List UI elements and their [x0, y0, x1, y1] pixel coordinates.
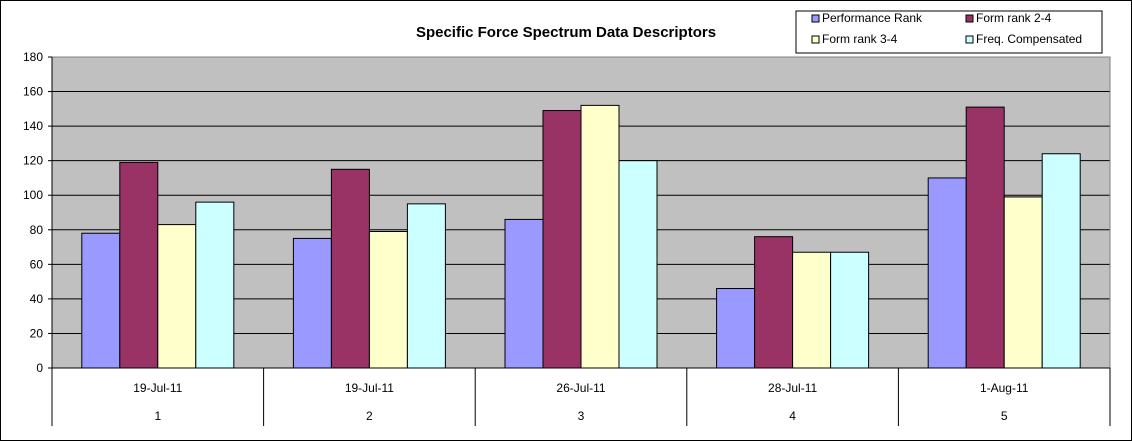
- bar-4-1: [195, 201, 235, 369]
- x-tick-label-index: 3: [578, 409, 585, 423]
- y-tick-label: 40: [30, 292, 44, 306]
- bar-4-3: [618, 160, 658, 369]
- legend-swatch: [965, 14, 974, 23]
- bar-2-2: [330, 168, 370, 369]
- y-tick-label: 120: [23, 154, 43, 168]
- bar-2-1: [119, 161, 159, 369]
- bar-1-5: [927, 177, 967, 369]
- y-tick-label: 60: [30, 257, 44, 271]
- y-tick-label: 0: [36, 361, 43, 375]
- y-tick-label: 180: [23, 50, 43, 64]
- legend-label: Form rank 2-4: [976, 11, 1052, 25]
- bar-1-4: [716, 288, 756, 369]
- x-tick-label-date: 28-Jul-11: [768, 381, 817, 395]
- chart-title: Specific Force Spectrum Data Descriptors: [416, 24, 716, 41]
- x-tick-label-index: 5: [1001, 409, 1008, 423]
- legend-label: Freq. Compensated: [976, 32, 1082, 46]
- y-tick-label: 80: [30, 223, 44, 237]
- bar-3-5: [1003, 196, 1043, 369]
- bar-4-4: [830, 251, 870, 369]
- bar-2-3: [542, 110, 582, 369]
- legend-swatch: [811, 14, 820, 23]
- bar-4-5: [1041, 153, 1081, 369]
- bar-1-2: [292, 237, 332, 369]
- y-tick-label: 100: [23, 188, 43, 202]
- bar-3-2: [368, 231, 408, 369]
- legend-label: Form rank 3-4: [822, 32, 898, 46]
- bar-1-3: [504, 218, 544, 369]
- bar-4-2: [406, 203, 446, 369]
- y-tick-label: 160: [23, 85, 43, 99]
- legend-swatch: [965, 35, 974, 44]
- y-tick-label: 140: [23, 119, 43, 133]
- x-tick-labels: 19-Jul-11 1 19-Jul-11 2 26-Jul-11 3 28-Jul-11 4…: [51, 368, 1111, 426]
- x-tick-label-date: 1-Aug-11: [980, 381, 1029, 395]
- bar-2-5: [965, 106, 1005, 369]
- x-tick-label-index: 1: [154, 409, 161, 423]
- bar-2-4: [754, 236, 794, 369]
- legend-box: [795, 10, 1103, 54]
- y-tick-labels: 0 20 40 60 80 100 120 140 160 180: [23, 50, 52, 375]
- x-tick-label-date: 19-Jul-11: [133, 381, 182, 395]
- legend-label: Performance Rank: [822, 11, 923, 25]
- x-tick-label-index: 4: [789, 409, 796, 423]
- bar-3-1: [157, 224, 197, 369]
- legend-swatch: [811, 35, 820, 44]
- legend: Performance Rank Form rank 2-4 Form rank 3…: [795, 10, 1103, 54]
- bar-3-3: [580, 104, 620, 369]
- x-tick-label-date: 19-Jul-11: [345, 381, 394, 395]
- y-tick-label: 20: [30, 326, 44, 340]
- x-tick-label-index: 2: [366, 409, 373, 423]
- axes: [51, 56, 1111, 369]
- bar-3-4: [792, 251, 832, 369]
- bars: [81, 104, 1081, 369]
- bar-1-1: [81, 232, 121, 369]
- x-tick-label-date: 26-Jul-11: [556, 381, 605, 395]
